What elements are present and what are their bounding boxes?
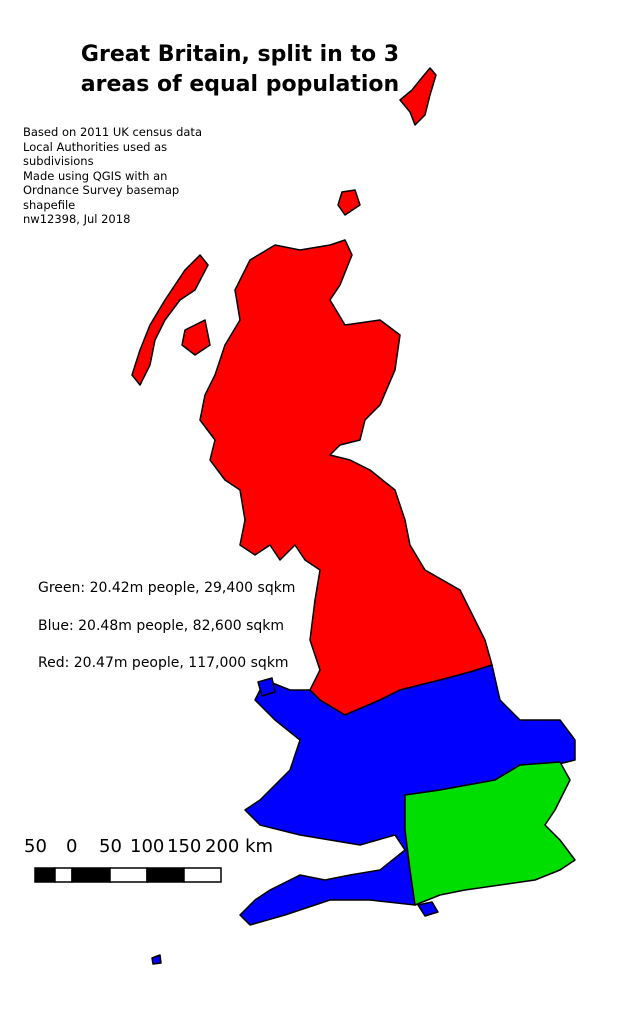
scale-label: 200 km <box>205 836 274 857</box>
red-region <box>199 239 493 716</box>
legend-green: Green: 20.42m people, 29,400 sqkm <box>38 580 296 596</box>
isle-of-wight <box>417 901 439 917</box>
scale-label: 150 <box>167 836 202 857</box>
orkney <box>337 189 361 216</box>
map-notes: Based on 2011 UK census data Local Autho… <box>23 125 213 227</box>
skye <box>181 319 211 356</box>
map-title: Great Britain, split in to 3 areas of eq… <box>80 42 400 97</box>
note: Made using QGIS with an Ordnance Survey … <box>23 168 180 212</box>
note: Local Authorities used as subdivisions <box>23 139 168 169</box>
legend-red: Red: 20.47m people, 117,000 sqkm <box>38 655 289 671</box>
scilly <box>151 954 162 965</box>
anglesey <box>257 677 276 697</box>
note: Based on 2011 UK census data <box>23 125 202 139</box>
outer-hebrides <box>131 254 209 386</box>
scale-bar <box>34 867 222 883</box>
scale-label: 50 <box>99 836 122 857</box>
scale-label: 50 <box>24 836 47 857</box>
shetland <box>399 67 437 126</box>
scale-label: 100 <box>130 836 165 857</box>
scale-label: 0 <box>66 836 78 857</box>
note: nw12398, Jul 2018 <box>23 212 131 226</box>
green-region <box>404 761 576 906</box>
legend-blue: Blue: 20.48m people, 82,600 sqkm <box>38 618 285 634</box>
